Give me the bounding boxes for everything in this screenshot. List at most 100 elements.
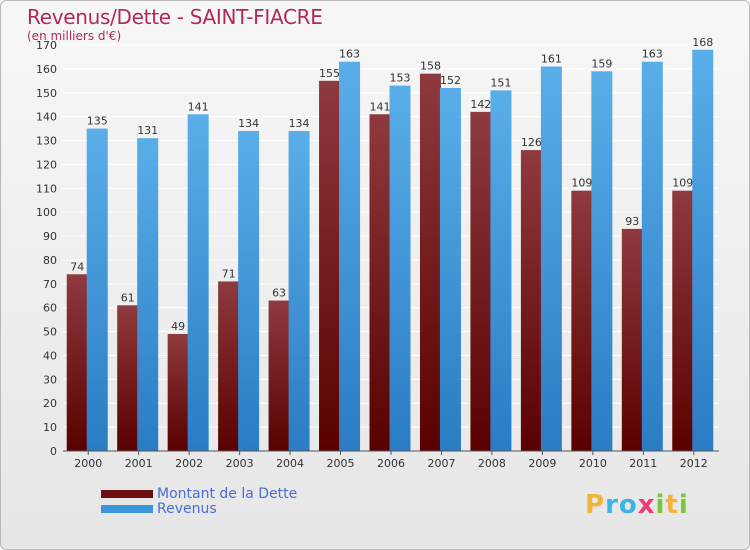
data-label-revenus: 134	[238, 117, 259, 130]
data-label-revenus: 153	[390, 72, 411, 85]
y-tick-label: 0	[50, 445, 57, 458]
x-tick-label: 2012	[680, 457, 708, 470]
bar-revenus	[439, 87, 461, 452]
data-label-revenus: 161	[541, 52, 562, 65]
bar-revenus	[137, 138, 159, 451]
x-tick-label: 2008	[478, 457, 506, 470]
y-tick-label: 60	[43, 302, 57, 315]
data-label-revenus: 141	[188, 100, 209, 113]
data-label-revenus: 151	[490, 76, 511, 89]
y-tick-label: 140	[36, 111, 57, 124]
bar-revenus	[339, 61, 361, 451]
data-label-dette: 71	[222, 267, 236, 280]
logo-letter: r	[605, 490, 619, 520]
legend-swatch-dette	[101, 490, 153, 498]
y-tick-label: 30	[43, 373, 57, 386]
chart-subtitle: (en milliers d'€)	[27, 29, 122, 43]
legend-swatch-revenus	[101, 505, 153, 513]
bar-revenus	[490, 90, 512, 452]
bar-dette	[621, 228, 643, 451]
y-tick-label: 40	[43, 349, 57, 362]
data-label-revenus: 152	[440, 74, 461, 87]
legend-label-revenus: Revenus	[157, 501, 217, 517]
data-label-dette: 126	[521, 136, 542, 149]
bar-revenus	[641, 61, 663, 451]
data-label-revenus: 135	[87, 115, 108, 128]
y-tick-label: 10	[43, 421, 57, 434]
data-label-dette: 142	[470, 98, 491, 111]
logo-letter: t	[665, 490, 679, 520]
y-tick-label: 130	[36, 135, 57, 148]
data-label-dette: 155	[319, 67, 340, 80]
logo-letter: o	[618, 490, 638, 520]
bar-dette	[520, 150, 542, 452]
y-tick-label: 20	[43, 397, 57, 410]
bar-dette	[218, 281, 240, 451]
legend-item-dette: Montant de la Dette	[101, 486, 298, 502]
x-tick-label: 2004	[276, 457, 304, 470]
data-label-dette: 49	[171, 320, 185, 333]
data-label-dette: 74	[70, 260, 84, 273]
y-tick-label: 70	[43, 278, 57, 291]
bar-dette	[268, 300, 290, 451]
data-label-dette: 158	[420, 60, 441, 73]
bar-revenus	[540, 66, 562, 452]
bar-dette	[419, 73, 441, 452]
x-tick-label: 2007	[427, 457, 455, 470]
legend-item-revenus: Revenus	[101, 501, 217, 517]
data-label-revenus: 163	[339, 48, 360, 61]
data-label-revenus: 159	[591, 57, 612, 70]
logo-letter: i	[678, 490, 689, 520]
y-tick-label: 100	[36, 206, 57, 219]
data-label-dette: 109	[571, 177, 592, 190]
logo-letter: i	[655, 490, 666, 520]
bar-dette	[470, 111, 492, 451]
chart-title: Revenus/Dette - SAINT-FIACRE	[27, 5, 323, 29]
bar-dette	[66, 274, 88, 451]
x-tick-label: 2011	[629, 457, 657, 470]
y-tick-label: 160	[36, 63, 57, 76]
data-label-revenus: 163	[642, 48, 663, 61]
bar-revenus	[187, 114, 209, 452]
y-tick-label: 120	[36, 158, 57, 171]
x-tick-label: 2003	[226, 457, 254, 470]
data-label-revenus: 134	[289, 117, 310, 130]
y-tick-label: 50	[43, 326, 57, 339]
bar-dette	[672, 190, 694, 451]
bar-dette	[571, 190, 593, 451]
data-label-dette: 109	[672, 177, 693, 190]
bar-dette	[319, 80, 341, 451]
bar-revenus	[238, 130, 260, 451]
data-label-dette: 61	[121, 291, 135, 304]
x-tick-label: 2010	[579, 457, 607, 470]
x-tick-label: 2009	[528, 457, 556, 470]
logo-letter: P	[585, 490, 606, 520]
legend-label-dette: Montant de la Dette	[157, 486, 298, 502]
bar-dette	[369, 114, 391, 452]
bar-revenus	[692, 49, 714, 452]
x-tick-label: 2002	[175, 457, 203, 470]
data-label-revenus: 131	[137, 124, 158, 137]
y-tick-label: 170	[36, 39, 57, 52]
data-label-dette: 141	[370, 100, 391, 113]
proxiti-logo: Proxiti	[585, 490, 689, 520]
bar-revenus	[591, 71, 613, 451]
logo-letter: x	[637, 490, 656, 520]
x-tick-label: 2005	[327, 457, 355, 470]
data-label-revenus: 168	[692, 36, 713, 49]
bar-dette	[117, 305, 139, 451]
x-tick-label: 2006	[377, 457, 405, 470]
y-tick-label: 110	[36, 182, 57, 195]
data-label-dette: 63	[272, 287, 286, 300]
bar-revenus	[288, 130, 310, 451]
x-tick-label: 2000	[74, 457, 102, 470]
data-label-dette: 93	[625, 215, 639, 228]
bar-revenus	[86, 128, 108, 451]
x-tick-label: 2001	[125, 457, 153, 470]
y-tick-label: 150	[36, 87, 57, 100]
bar-dette	[167, 333, 189, 451]
y-tick-label: 80	[43, 254, 57, 267]
y-tick-label: 90	[43, 230, 57, 243]
